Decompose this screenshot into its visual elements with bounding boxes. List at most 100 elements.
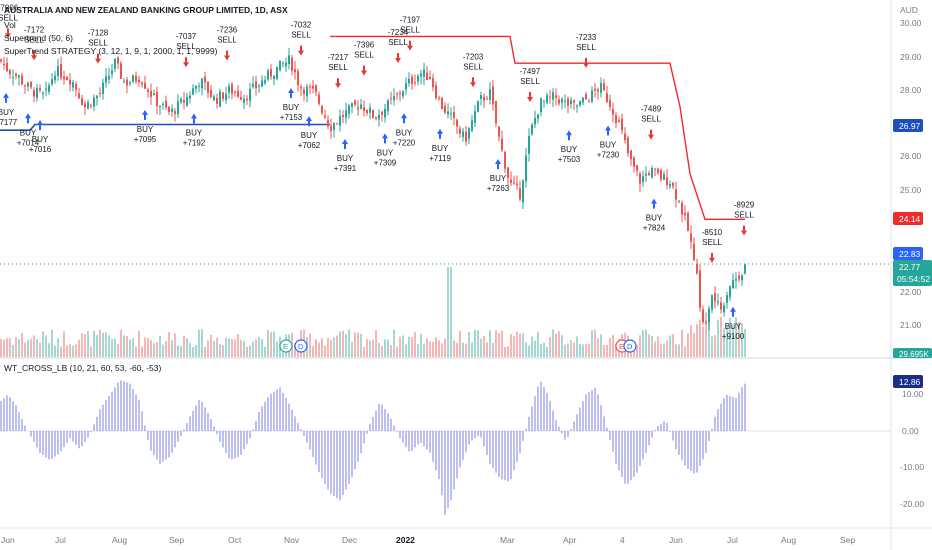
candle-body [444, 105, 446, 113]
volume-bar [87, 331, 89, 357]
volume-bar [720, 316, 722, 357]
candle-body [423, 69, 425, 77]
candle-body [522, 180, 524, 203]
volume-bar [666, 340, 668, 357]
buy-arrow-icon [382, 133, 388, 144]
legend-supertrend[interactable]: Supertrend (50, 6) [4, 33, 73, 43]
candle-body [243, 98, 245, 103]
volume-bar [402, 335, 404, 357]
candle-body [654, 168, 656, 170]
candle-body [327, 120, 329, 127]
volume-bar [516, 331, 518, 357]
candle-body [465, 131, 467, 142]
candle-body [537, 114, 539, 119]
candle-body [738, 275, 740, 280]
sell-signal-label: SELL [520, 77, 540, 86]
candle-body [333, 123, 335, 130]
volume-bar [525, 342, 527, 357]
volume-bar [294, 342, 296, 357]
candle-body [483, 96, 485, 101]
buy-signal-value: +7062 [298, 141, 321, 150]
candle-body [660, 169, 662, 180]
candle-body [510, 179, 512, 183]
candle-body [723, 305, 725, 313]
volume-bar [348, 329, 350, 357]
candle-body [12, 77, 14, 78]
volume-bar [651, 336, 653, 357]
volume-bar [528, 345, 530, 357]
earnings-icon[interactable] [279, 339, 293, 353]
buy-signal-label: BUY [432, 144, 449, 153]
price-tick: 26.00 [900, 151, 922, 161]
candle-body [237, 90, 239, 97]
time-tick: 2022 [396, 535, 415, 545]
buy-signal-value: +7016 [29, 145, 52, 154]
candle-body [159, 106, 161, 108]
sell-signal-label: SELL [328, 63, 348, 72]
supertrend-lower-value: 26.97 [899, 121, 921, 131]
volume-bar [642, 330, 644, 357]
candle-body [291, 57, 293, 71]
volume-bar [477, 330, 479, 357]
legend-strategy[interactable]: SuperTrend STRATEGY (3, 12, 1, 9, 1, 200… [4, 46, 218, 56]
candle-body [549, 96, 551, 98]
candle-body [42, 93, 44, 94]
candle-body [486, 98, 488, 100]
volume-bar [33, 335, 35, 357]
volume-bar [75, 344, 77, 357]
candle-body [426, 72, 428, 80]
candle-body [396, 93, 398, 95]
volume-bar [585, 344, 587, 357]
bar-countdown: 05:54:52 [897, 274, 930, 284]
sell-signal-value: -7197 [400, 16, 421, 25]
candle-body [414, 82, 416, 84]
sell-signal-label: SELL [88, 39, 108, 48]
candle-body [81, 98, 83, 106]
volume-bar [696, 324, 698, 357]
dividend-icon[interactable] [623, 339, 637, 353]
volume-bar [126, 336, 128, 357]
volume-bar [3, 339, 5, 357]
candle-body [384, 108, 386, 118]
volume-bar [30, 338, 32, 357]
sell-signal-label: SELL [400, 26, 420, 35]
volume-bar [315, 339, 317, 357]
volume-bar [222, 345, 224, 357]
volume-bar [489, 330, 491, 357]
candle-body [402, 91, 404, 97]
buy-signal-label: BUY [396, 128, 413, 137]
candle-body [513, 182, 515, 184]
volume-bar [408, 336, 410, 357]
volume-bar [66, 345, 68, 357]
time-tick: Jun [669, 535, 683, 545]
volume-bar [345, 334, 347, 357]
volume-bar [612, 335, 614, 357]
price-tick: 25.00 [900, 185, 922, 195]
buy-signal-value: +7824 [643, 224, 666, 233]
sell-arrow-icon [470, 77, 476, 88]
candle-body [219, 91, 221, 107]
volume-bar [456, 343, 458, 357]
supertrend-upper-line [330, 35, 745, 221]
candle-body [651, 168, 653, 178]
supertrend-lower-badge [893, 119, 923, 132]
candle-body [357, 107, 359, 110]
sell-signal-value: -7396 [354, 40, 375, 49]
candle-body [492, 86, 494, 105]
legend-vol[interactable]: Vol [4, 20, 16, 30]
volume-value: 29.695K [899, 350, 929, 359]
candle-body [18, 75, 20, 78]
sell-signal-label: SELL [641, 115, 661, 124]
dividend-icon[interactable] [294, 339, 308, 353]
candle-body [633, 157, 635, 167]
candle-body [717, 301, 719, 303]
buy-signal-value: +7177 [0, 118, 18, 127]
sell-signal-value: -7203 [463, 52, 484, 61]
buy-signal-label: BUY [490, 174, 507, 183]
candle-body [696, 263, 698, 274]
candle-body [690, 233, 692, 242]
candle-body [267, 70, 269, 80]
legend-oscillator[interactable]: WT_CROSS_LB (10, 21, 60, 53, -60, -53) [4, 363, 161, 373]
candle-body [675, 189, 677, 200]
candle-body [456, 119, 458, 127]
